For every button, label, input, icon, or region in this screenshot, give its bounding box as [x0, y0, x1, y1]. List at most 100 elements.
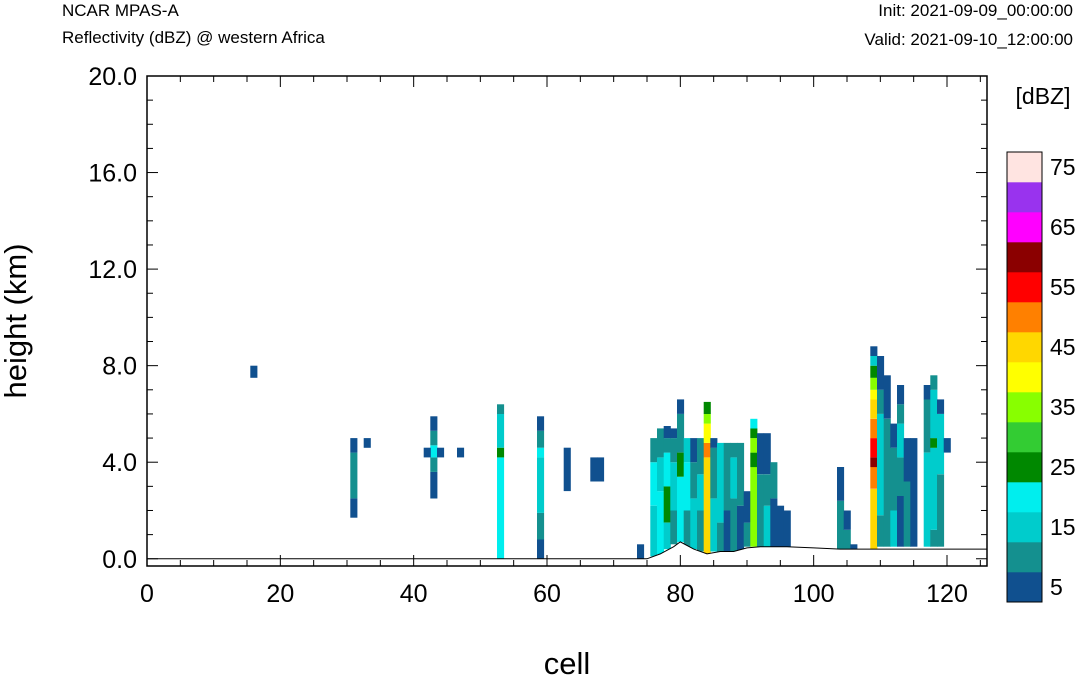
- reflectivity-cell: [937, 413, 945, 475]
- colorbar-swatch: [1007, 482, 1042, 513]
- y-tick-label: 20.0: [88, 63, 137, 91]
- reflectivity-cell: [890, 510, 898, 547]
- reflectivity-cell: [657, 428, 665, 458]
- reflectivity-cell: [350, 438, 358, 453]
- reflectivity-cell: [930, 389, 938, 439]
- reflectivity-cell: [877, 356, 885, 390]
- reflectivity-cell: [677, 452, 685, 477]
- reflectivity-cell: [690, 498, 698, 550]
- colorbar-swatch: [1007, 152, 1042, 183]
- init-time: Init: 2021-09-09_00:00:00: [878, 1, 1073, 20]
- reflectivity-cell: [650, 462, 658, 506]
- colorbar: 5 15 25 35 45 55 65 75: [1006, 151, 1076, 603]
- reflectivity-cell: [677, 399, 685, 414]
- reflectivity-cell: [903, 481, 911, 547]
- reflectivity-cell: [890, 423, 898, 448]
- reflectivity-cell: [710, 447, 718, 499]
- reflectivity-cell: [537, 430, 545, 448]
- reflectivity-cell: [870, 488, 878, 550]
- reflectivity-cells: [250, 346, 951, 559]
- reflectivity-cell: [750, 428, 758, 439]
- reflectivity-cell: [843, 529, 851, 550]
- reflectivity-cell: [770, 498, 778, 547]
- reflectivity-cell: [650, 438, 658, 463]
- reflectivity-cell: [597, 457, 605, 482]
- reflectivity-cell: [883, 418, 891, 547]
- reflectivity-cell: [703, 423, 711, 443]
- x-tick-label: 40: [400, 580, 428, 608]
- reflectivity-cell: [930, 438, 938, 448]
- reflectivity-cell: [763, 505, 771, 547]
- reflectivity-cell: [763, 474, 771, 506]
- reflectivity-cell: [937, 399, 945, 414]
- colorbar-label: 55: [1050, 274, 1076, 300]
- y-tick-label: 0.0: [102, 546, 137, 574]
- colorbar-swatch: [1007, 512, 1042, 543]
- colorbar-swatch: [1007, 272, 1042, 303]
- reflectivity-cell: [897, 385, 905, 405]
- colorbar-swatch: [1007, 182, 1042, 213]
- reflectivity-cell: [757, 433, 765, 475]
- reflectivity-cell: [870, 346, 878, 356]
- reflectivity-cell: [717, 442, 725, 523]
- reflectivity-cell: [350, 498, 358, 518]
- y-tick-label: 12.0: [88, 256, 137, 284]
- reflectivity-cell: [497, 413, 505, 448]
- reflectivity-cell: [750, 438, 758, 453]
- x-tick-label: 100: [793, 580, 835, 608]
- reflectivity-cell: [730, 457, 738, 499]
- reflectivity-cell: [430, 457, 438, 472]
- reflectivity-cell: [683, 438, 691, 463]
- x-tick-label: 80: [666, 580, 694, 608]
- reflectivity-cell: [350, 481, 358, 499]
- reflectivity-cell: [663, 452, 671, 487]
- reflectivity-cell: [870, 389, 878, 400]
- colorbar-swatch: [1007, 242, 1042, 273]
- colorbar-label: 45: [1050, 334, 1076, 360]
- reflectivity-cell: [697, 438, 705, 475]
- reflectivity-cell: [870, 457, 878, 468]
- reflectivity-cell: [723, 442, 731, 511]
- reflectivity-cell: [537, 512, 545, 540]
- reflectivity-cell: [717, 522, 725, 552]
- reflectivity-cell: [683, 510, 691, 547]
- reflectivity-cell: [930, 447, 938, 530]
- reflectivity-cell: [670, 428, 678, 439]
- reflectivity-cell: [497, 447, 505, 458]
- reflectivity-cell: [703, 457, 711, 554]
- reflectivity-cell: [670, 462, 678, 511]
- reflectivity-cell: [663, 486, 671, 523]
- reflectivity-cell: [663, 426, 671, 439]
- reflectivity-cell: [703, 442, 711, 458]
- reflectivity-cell: [750, 452, 758, 468]
- reflectivity-cell: [683, 462, 691, 511]
- reflectivity-cell: [743, 491, 751, 523]
- reflectivity-cell: [783, 510, 791, 547]
- reflectivity-cell: [870, 365, 878, 378]
- reflectivity-cell: [930, 529, 938, 547]
- reflectivity-cell: [763, 433, 771, 475]
- reflectivity-cell: [897, 496, 905, 547]
- reflectivity-cell: [843, 510, 851, 530]
- reflectivity-cell: [890, 447, 898, 511]
- reflectivity-cell: [697, 474, 705, 511]
- x-axis-title: cell: [544, 646, 591, 677]
- colorbar-label: 65: [1050, 214, 1076, 240]
- reflectivity-cell: [777, 505, 785, 547]
- reflectivity-cell: [657, 491, 665, 554]
- reflectivity-cell: [910, 438, 918, 547]
- reflectivity-cell: [737, 505, 745, 552]
- reflectivity-cell: [423, 447, 431, 458]
- reflectivity-cell: [743, 522, 751, 547]
- reflectivity-cell: [850, 544, 858, 550]
- reflectivity-cell: [657, 457, 665, 492]
- reflectivity-cell: [923, 452, 931, 547]
- y-tick-label: 8.0: [102, 353, 137, 381]
- y-axis-title: height (km): [0, 243, 33, 398]
- reflectivity-cell: [363, 438, 371, 448]
- colorbar-swatch: [1007, 302, 1042, 333]
- reflectivity-cell: [710, 438, 718, 448]
- reflectivity-cell: [877, 389, 885, 414]
- colorbar-swatch: [1007, 572, 1042, 603]
